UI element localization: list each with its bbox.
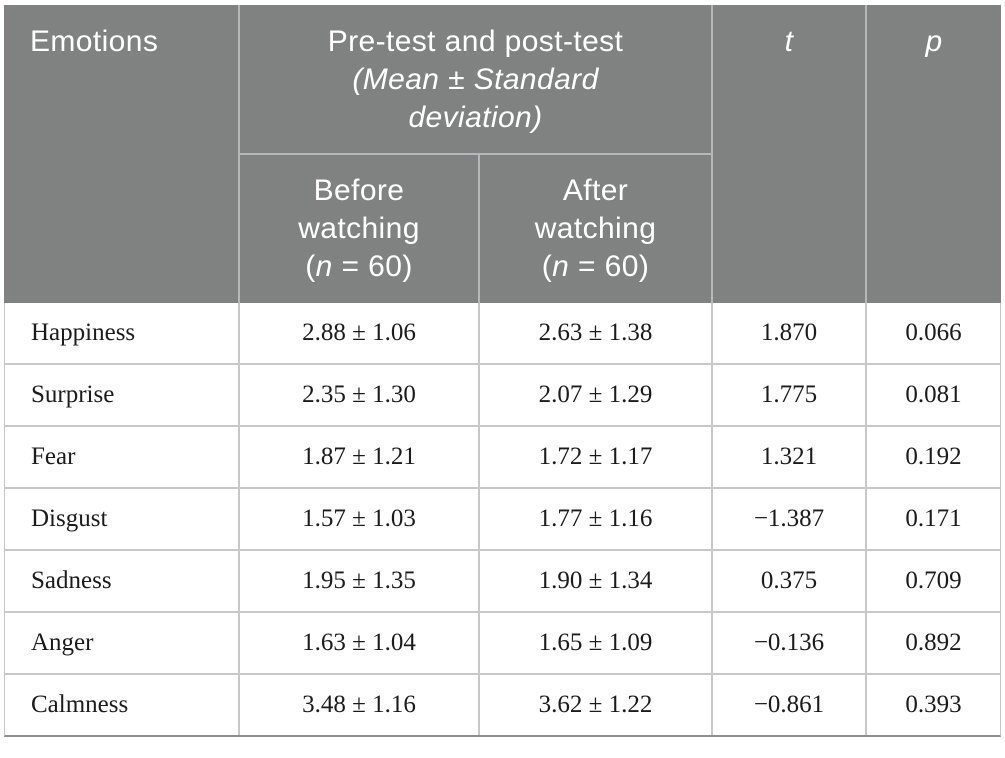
t-value-cell: 0.375 bbox=[713, 551, 865, 611]
emotions-statistics-table: Emotions Pre-test and post-test (Mean ± … bbox=[4, 5, 1001, 737]
table-header: Emotions Pre-test and post-test (Mean ± … bbox=[4, 5, 1001, 303]
before-header-line1: Before bbox=[313, 174, 405, 207]
before-header-n: (n = 60) bbox=[305, 248, 412, 286]
p-value-cell: 0.171 bbox=[867, 489, 1000, 549]
p-value-cell: 0.066 bbox=[867, 303, 1000, 363]
before-value-cell: 3.48 ± 1.16 bbox=[240, 675, 478, 735]
t-header-label: t bbox=[784, 25, 794, 58]
prepost-header-line1: Pre-test and post-test bbox=[327, 25, 624, 58]
p-header-label: p bbox=[925, 25, 943, 58]
after-value-cell: 2.63 ± 1.38 bbox=[480, 303, 711, 363]
before-value-cell: 2.88 ± 1.06 bbox=[240, 303, 478, 363]
before-value-cell: 2.35 ± 1.30 bbox=[240, 365, 478, 425]
after-header-line2: watching bbox=[534, 212, 657, 245]
emotion-cell: Happiness bbox=[5, 303, 238, 363]
emotion-cell: Anger bbox=[5, 613, 238, 673]
before-value-cell: 1.87 ± 1.21 bbox=[240, 427, 478, 487]
column-header-prepost: Pre-test and post-test (Mean ± Standard … bbox=[240, 5, 711, 153]
after-value-cell: 1.72 ± 1.17 bbox=[480, 427, 711, 487]
emotion-cell: Calmness bbox=[5, 675, 238, 735]
prepost-header-line2: (Mean ± Standard bbox=[352, 63, 599, 96]
after-header-n: (n = 60) bbox=[542, 248, 649, 286]
before-header-line2: watching bbox=[298, 212, 420, 245]
after-value-cell: 1.90 ± 1.34 bbox=[480, 551, 711, 611]
before-value-cell: 1.63 ± 1.04 bbox=[240, 613, 478, 673]
column-header-before-watching: Before watching (n = 60) bbox=[240, 155, 478, 303]
emotion-cell: Surprise bbox=[5, 365, 238, 425]
before-value-cell: 1.57 ± 1.03 bbox=[240, 489, 478, 549]
table-body: Happiness 2.88 ± 1.06 2.63 ± 1.38 1.870 … bbox=[4, 303, 1001, 737]
column-header-t: t bbox=[713, 5, 865, 303]
t-value-cell: −1.387 bbox=[713, 489, 865, 549]
emotion-cell: Disgust bbox=[5, 489, 238, 549]
emotion-cell: Sadness bbox=[5, 551, 238, 611]
after-header-line1: After bbox=[562, 174, 629, 207]
after-n-symbol: n bbox=[552, 250, 570, 283]
p-value-cell: 0.192 bbox=[867, 427, 1000, 487]
after-n-rest: = 60) bbox=[569, 250, 650, 283]
column-header-after-watching: After watching (n = 60) bbox=[480, 155, 711, 303]
t-value-cell: 1.870 bbox=[713, 303, 865, 363]
after-n-open: ( bbox=[541, 250, 553, 283]
before-n-symbol: n bbox=[315, 250, 333, 283]
p-value-cell: 0.892 bbox=[867, 613, 1000, 673]
column-header-p: p bbox=[867, 5, 1001, 303]
before-n-rest: = 60) bbox=[332, 250, 413, 283]
after-value-cell: 3.62 ± 1.22 bbox=[480, 675, 711, 735]
after-value-cell: 1.77 ± 1.16 bbox=[480, 489, 711, 549]
after-value-cell: 2.07 ± 1.29 bbox=[480, 365, 711, 425]
p-value-cell: 0.709 bbox=[867, 551, 1000, 611]
t-value-cell: 1.775 bbox=[713, 365, 865, 425]
before-value-cell: 1.95 ± 1.35 bbox=[240, 551, 478, 611]
p-value-cell: 0.393 bbox=[867, 675, 1000, 735]
t-value-cell: −0.136 bbox=[713, 613, 865, 673]
t-value-cell: 1.321 bbox=[713, 427, 865, 487]
t-value-cell: −0.861 bbox=[713, 675, 865, 735]
emotion-cell: Fear bbox=[5, 427, 238, 487]
column-header-emotions: Emotions bbox=[4, 5, 238, 303]
prepost-header-line3: deviation) bbox=[408, 101, 543, 134]
after-value-cell: 1.65 ± 1.09 bbox=[480, 613, 711, 673]
before-n-open: ( bbox=[305, 250, 316, 283]
emotions-header-label: Emotions bbox=[30, 25, 159, 58]
p-value-cell: 0.081 bbox=[867, 365, 1000, 425]
